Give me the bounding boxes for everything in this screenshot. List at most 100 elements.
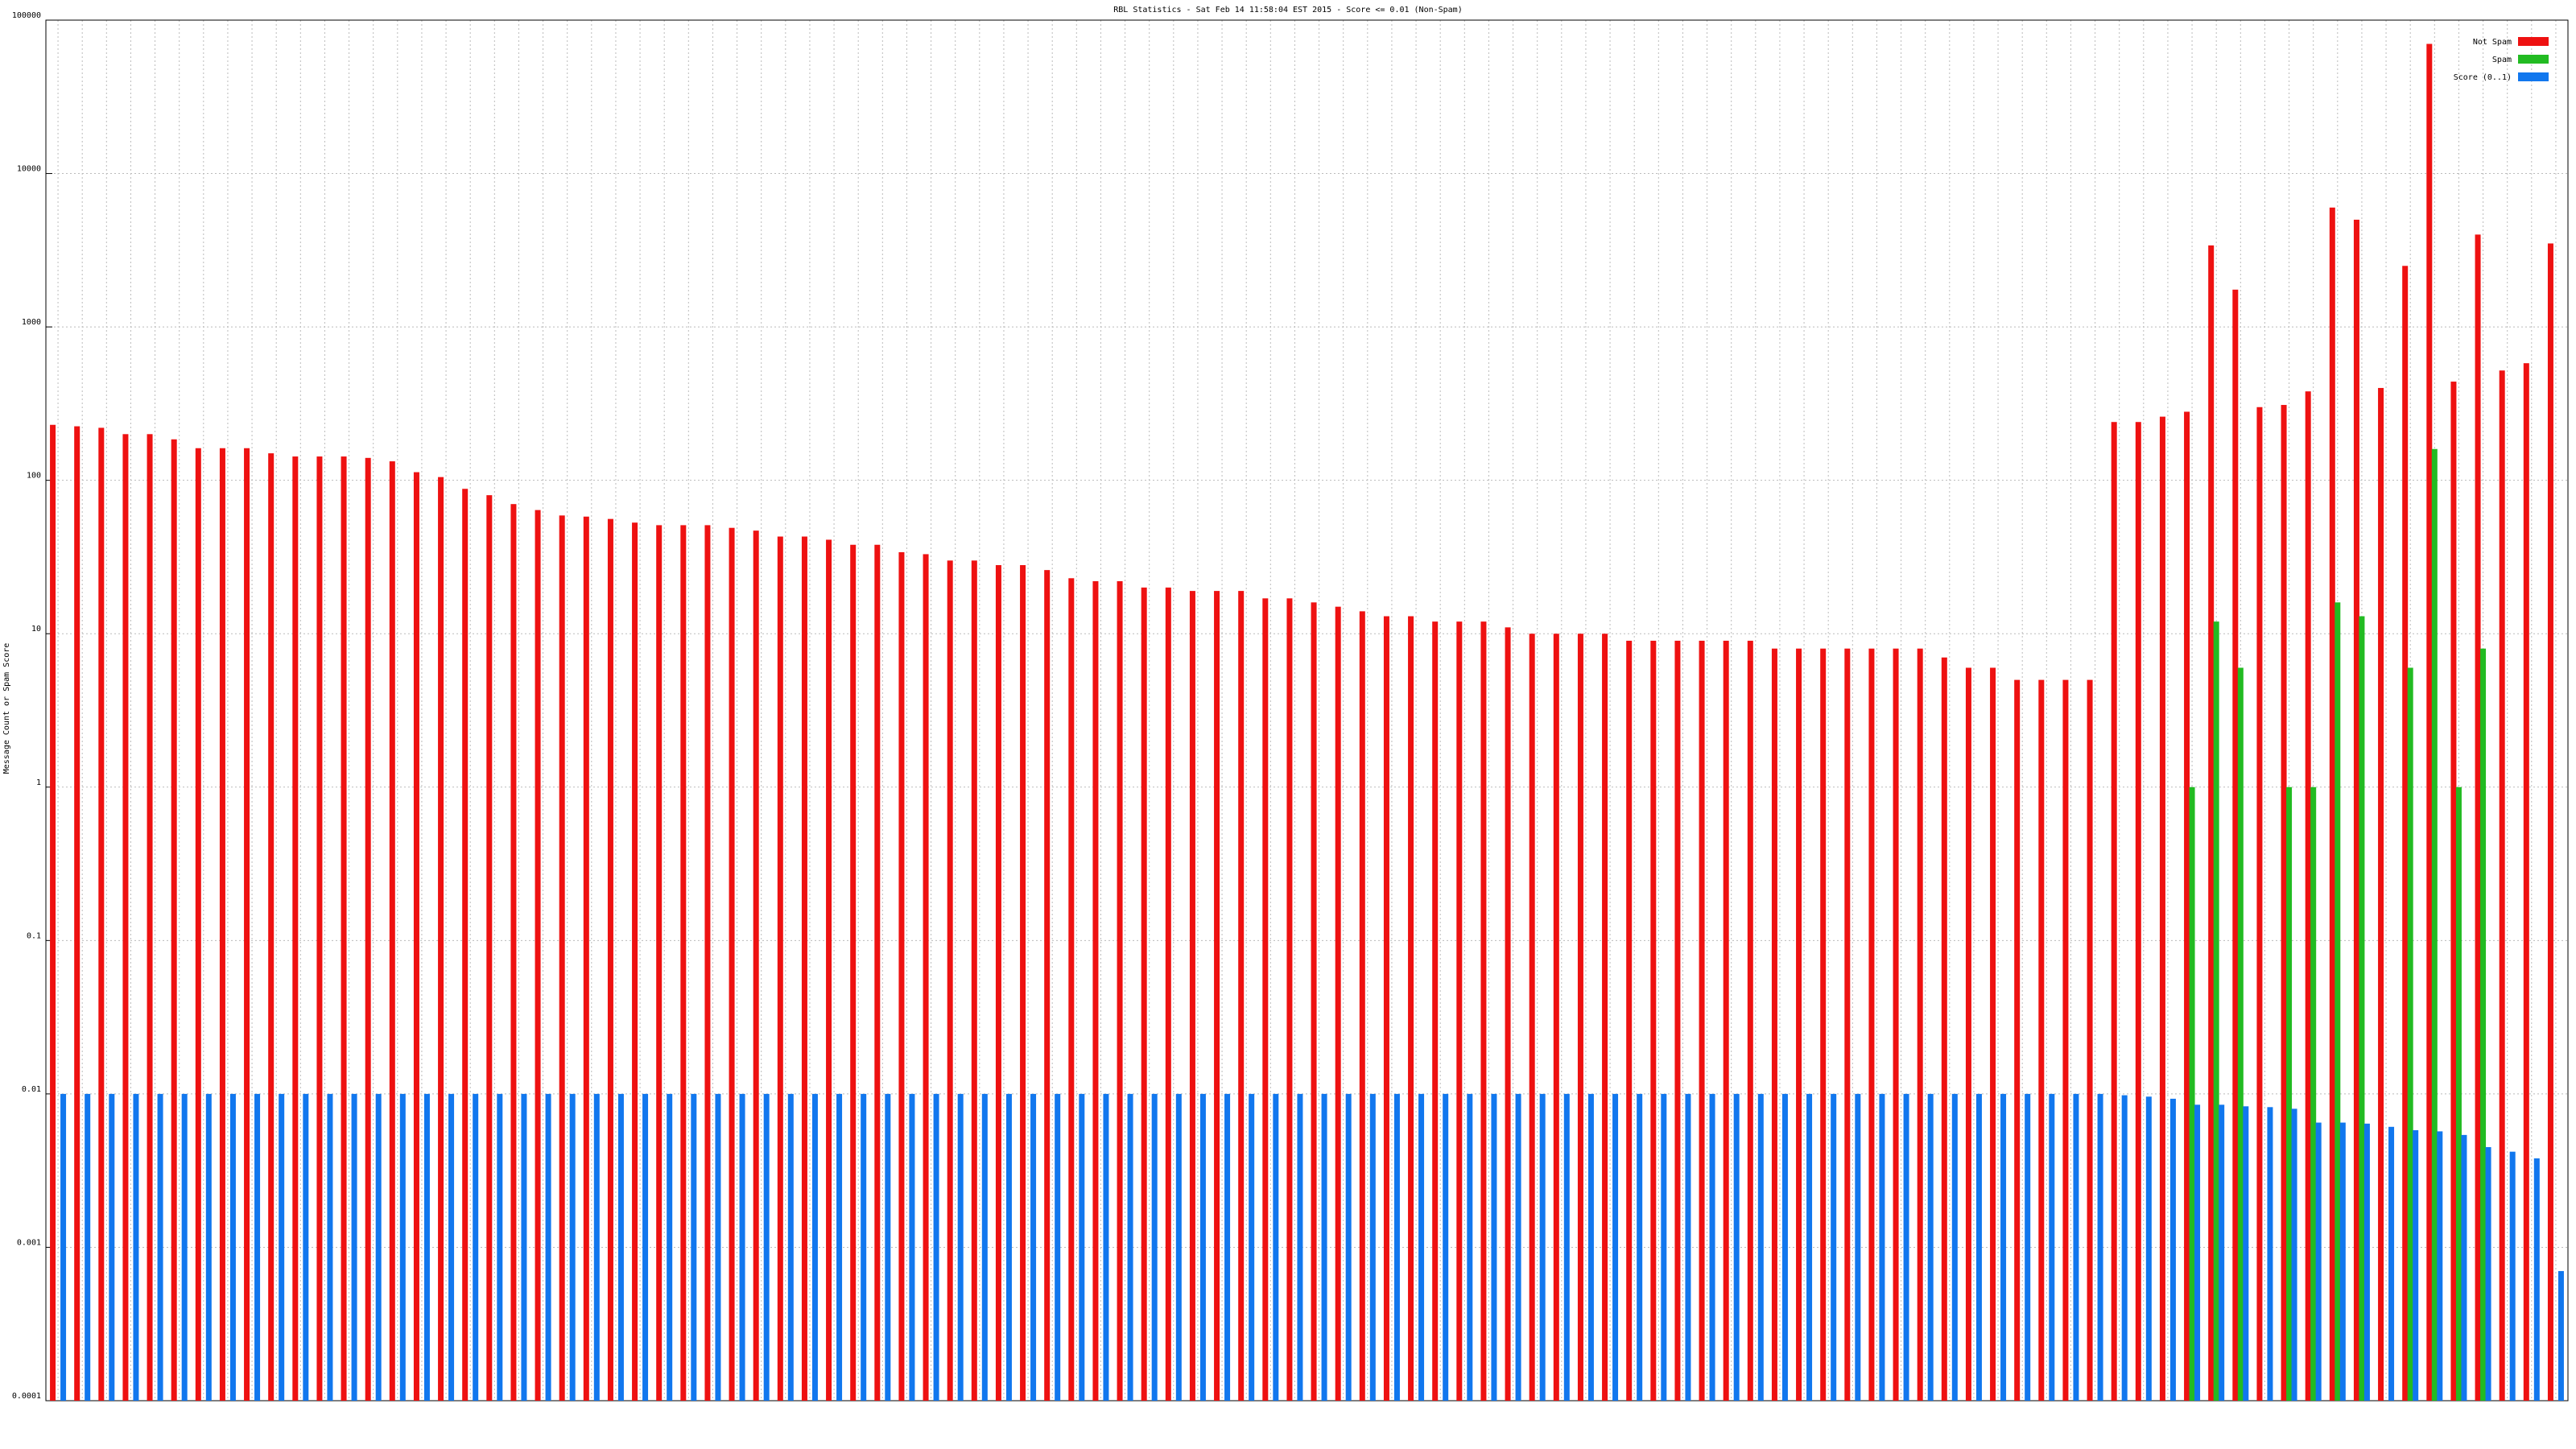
- bar: [2184, 411, 2190, 1401]
- bar: [1249, 1093, 1255, 1401]
- bar: [1408, 616, 1414, 1401]
- bar: [2431, 448, 2438, 1401]
- bar: [801, 536, 807, 1402]
- bar: [2256, 407, 2263, 1402]
- bar: [389, 461, 395, 1401]
- bar: [316, 456, 323, 1401]
- bar: [1467, 1093, 1473, 1401]
- bar: [995, 565, 1001, 1401]
- bar: [1661, 1093, 1667, 1401]
- bar: [2111, 422, 2117, 1401]
- bar: [1637, 1093, 1643, 1401]
- bar: [2038, 679, 2045, 1401]
- bar: [109, 1093, 115, 1401]
- bar: [2237, 667, 2244, 1401]
- bar: [2025, 1093, 2031, 1401]
- bar: [777, 536, 783, 1402]
- bar: [2402, 266, 2409, 1401]
- bar: [2049, 1093, 2055, 1401]
- bar: [2014, 679, 2021, 1401]
- y-tick-label: 10000: [17, 165, 41, 174]
- y-tick-label: 1000: [22, 318, 41, 327]
- bar: [1539, 1093, 1546, 1401]
- y-tick-label: 10: [31, 625, 41, 634]
- bar: [1262, 598, 1269, 1401]
- bar: [1965, 667, 1971, 1401]
- bar: [1369, 1093, 1376, 1401]
- bar: [617, 1093, 624, 1401]
- bar: [739, 1093, 745, 1401]
- bar: [438, 477, 444, 1401]
- legend-label: Not Spam: [2473, 38, 2512, 47]
- bar: [2509, 1151, 2516, 1401]
- bar: [365, 457, 371, 1401]
- bar: [1005, 1093, 1012, 1401]
- bar: [2547, 243, 2553, 1401]
- bar: [1141, 587, 1147, 1401]
- bar: [1103, 1093, 1109, 1401]
- bar: [98, 427, 105, 1401]
- bar: [923, 554, 929, 1401]
- bar: [729, 527, 735, 1401]
- legend-swatch: [2518, 37, 2549, 46]
- bar: [1393, 1093, 1400, 1401]
- bar: [2426, 43, 2433, 1401]
- bar: [753, 530, 759, 1401]
- bar: [2475, 234, 2481, 1401]
- bar: [607, 518, 613, 1401]
- bar: [787, 1093, 794, 1401]
- bar: [1224, 1093, 1231, 1401]
- bar: [195, 448, 201, 1401]
- bar: [1335, 606, 1341, 1401]
- bar: [2087, 679, 2093, 1401]
- bar: [811, 1093, 818, 1401]
- bar: [147, 434, 153, 1401]
- bar: [1127, 1093, 1133, 1401]
- bar: [2359, 616, 2365, 1401]
- bar: [2073, 1093, 2079, 1401]
- plot-frame: [45, 19, 2569, 1402]
- bar: [545, 1093, 551, 1401]
- bar: [593, 1093, 600, 1401]
- bar: [2480, 648, 2487, 1401]
- y-tick-label: 100000: [12, 11, 41, 20]
- bar: [486, 495, 493, 1401]
- bar: [1733, 1093, 1740, 1401]
- bar: [885, 1093, 891, 1401]
- bar: [1189, 591, 1195, 1401]
- bar: [2437, 1131, 2443, 1401]
- bar: [632, 522, 638, 1401]
- bar: [229, 1093, 236, 1401]
- bar: [1806, 1093, 1813, 1401]
- bar: [157, 1093, 163, 1401]
- bar: [763, 1093, 770, 1401]
- bar: [1055, 1093, 1061, 1401]
- y-tick-label: 1: [36, 778, 41, 787]
- bar: [122, 434, 129, 1401]
- bar: [303, 1093, 309, 1401]
- y-tick-label: 0.01: [22, 1085, 41, 1094]
- bar: [1515, 1093, 1521, 1401]
- bar: [1238, 591, 1245, 1401]
- bar: [2378, 387, 2384, 1401]
- bar: [583, 516, 589, 1401]
- bar: [1941, 657, 1947, 1401]
- bar: [448, 1093, 455, 1401]
- bar: [2523, 363, 2529, 1402]
- bar: [1345, 1093, 1352, 1401]
- bar: [2413, 1129, 2419, 1401]
- bar: [1563, 1093, 1570, 1401]
- bar: [2267, 1107, 2273, 1401]
- y-tick-label: 100: [27, 472, 41, 481]
- bar: [1443, 1093, 1449, 1401]
- bar: [569, 1093, 576, 1401]
- chart-title: RBL Statistics - Sat Feb 14 11:58:04 EST…: [1113, 6, 1462, 14]
- bar: [473, 1093, 479, 1401]
- bar: [1781, 1093, 1788, 1401]
- bar: [341, 456, 347, 1401]
- bar: [1505, 627, 1511, 1401]
- bar: [850, 544, 857, 1401]
- bar: [1612, 1093, 1619, 1401]
- bar: [1709, 1093, 1715, 1401]
- bar: [219, 448, 225, 1401]
